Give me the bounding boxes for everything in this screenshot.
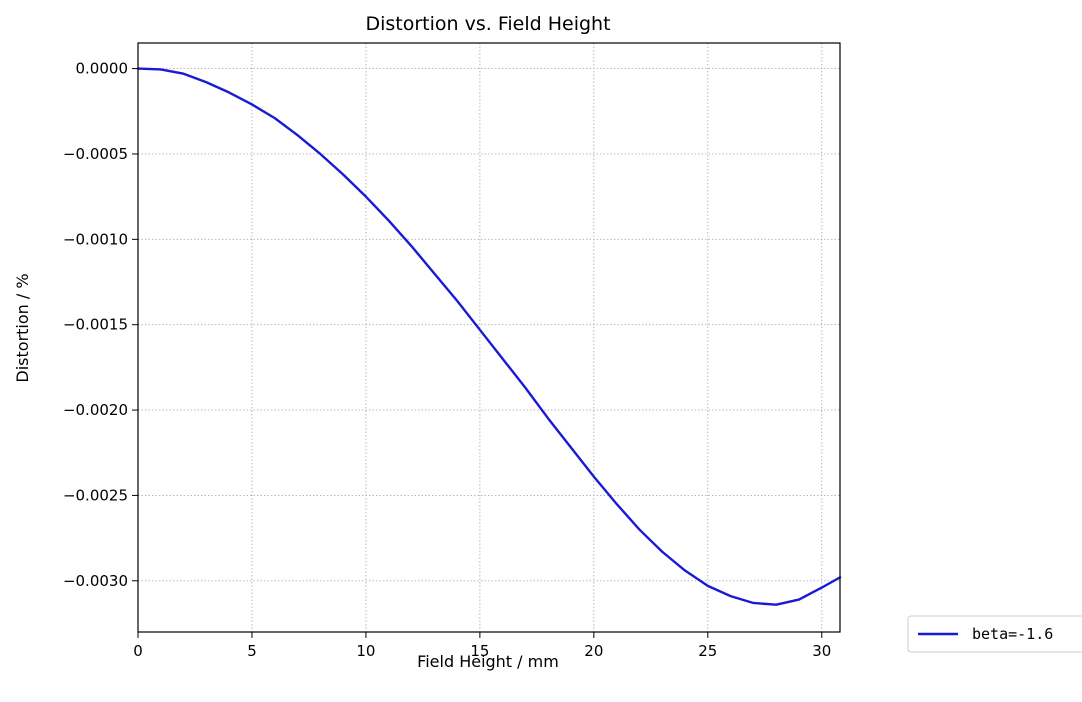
y-tick-label: 0.0000 — [76, 60, 129, 78]
x-tick-label: 0 — [133, 642, 143, 660]
x-tick-label: 25 — [698, 642, 717, 660]
x-tick-label: 10 — [356, 642, 375, 660]
series-group — [136, 67, 842, 606]
y-tick-label: −0.0030 — [63, 572, 128, 590]
x-tick-label: 5 — [247, 642, 257, 660]
series-line — [136, 67, 842, 606]
x-tick-label: 15 — [470, 642, 489, 660]
y-tick-label: −0.0015 — [63, 316, 128, 334]
y-tick-label: −0.0005 — [63, 145, 128, 163]
x-axis-label: Field Height / mm — [417, 652, 559, 671]
grid-lines — [137, 43, 840, 632]
plot-frame — [137, 42, 841, 633]
x-tick-label: 20 — [584, 642, 603, 660]
legend: beta=-1.6 — [907, 615, 1082, 653]
x-axis-ticks: 0 5 10 15 20 25 30 — [133, 632, 831, 660]
y-axis-label: Distortion / % — [13, 273, 32, 382]
y-tick-label: −0.0010 — [63, 230, 128, 248]
x-tick-label: 30 — [812, 642, 831, 660]
y-tick-label: −0.0020 — [63, 401, 128, 419]
chart-title: Distortion vs. Field Height — [365, 13, 610, 35]
y-axis-ticks: 0.0000 −0.0005 −0.0010 −0.0015 −0.0020 −0.002… — [63, 60, 138, 590]
y-tick-label: −0.0025 — [63, 486, 128, 504]
legend-box — [907, 615, 1082, 653]
legend-label: beta=-1.6 — [972, 625, 1053, 643]
